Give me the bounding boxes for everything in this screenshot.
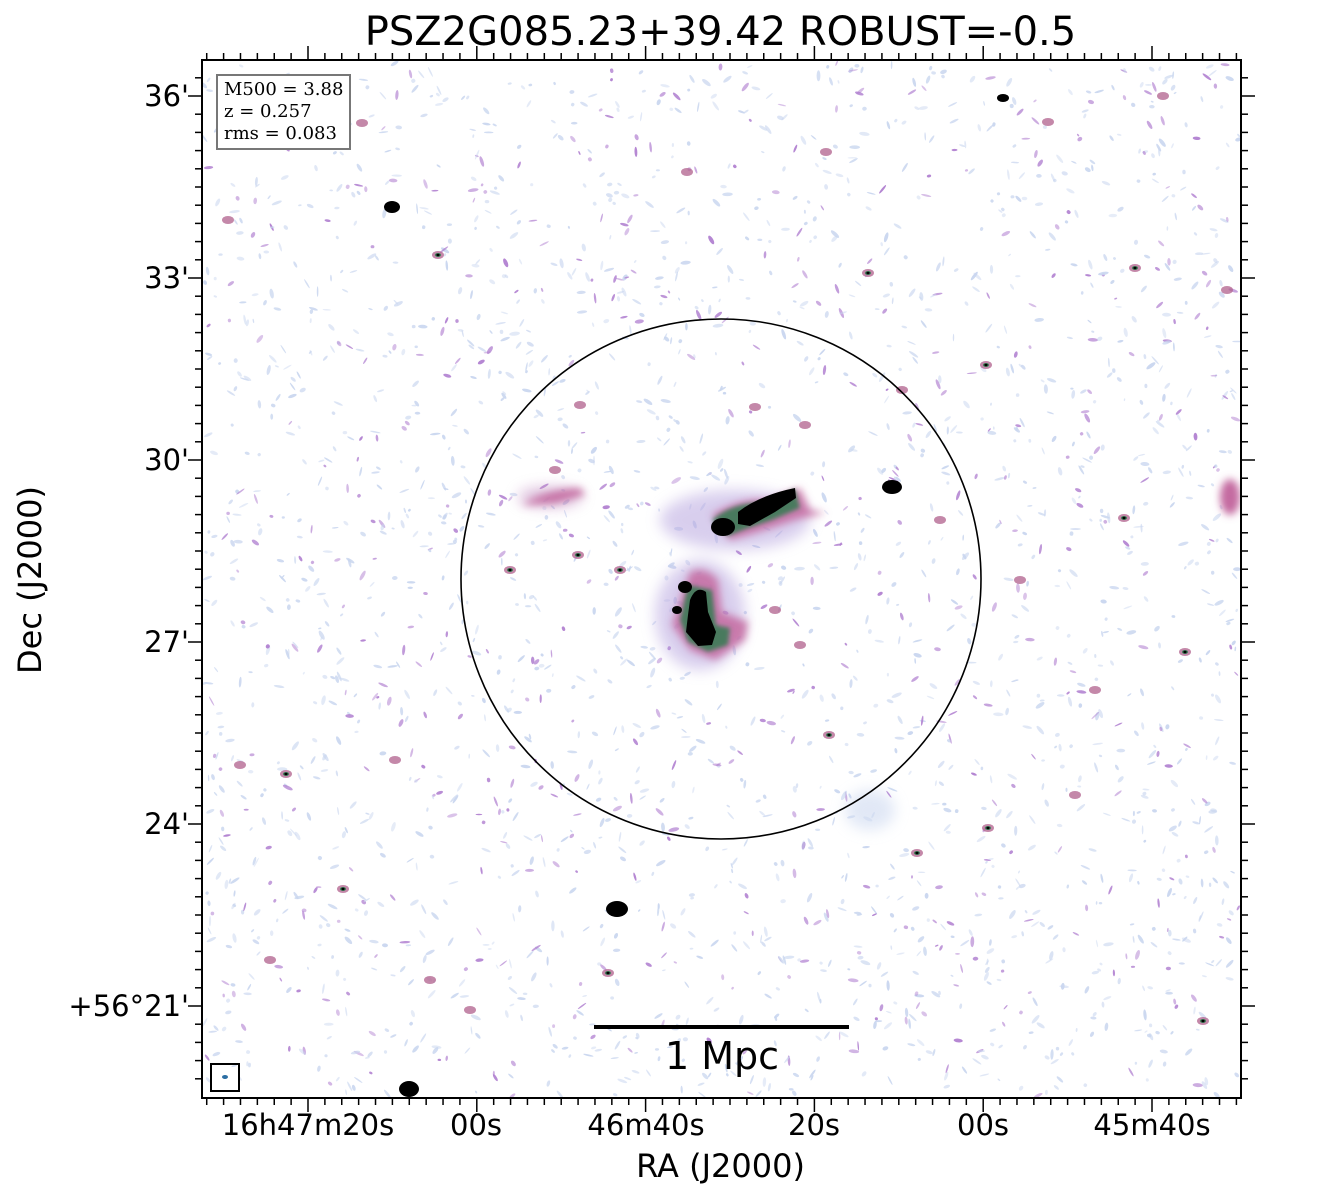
x-tick-label: 20s	[787, 1108, 841, 1142]
mass-label: M500 = 3.88	[224, 79, 344, 100]
plot-title: PSZ2G085.23+39.42 ROBUST=-0.5	[364, 9, 1077, 55]
redshift-label: z = 0.257	[224, 101, 312, 122]
point-sources	[222, 92, 1233, 1025]
y-tick-label: 36'	[144, 79, 189, 113]
x-axis-label: RA (J2000)	[636, 1147, 805, 1185]
rms-label: rms = 0.083	[224, 123, 337, 144]
x-tick-label: 45m40s	[1093, 1108, 1211, 1142]
bright-emission	[384, 94, 1009, 1097]
x-tick-label: 46m40s	[587, 1108, 705, 1142]
y-axis-label: Dec (J2000)	[11, 486, 49, 674]
y-tick-label: 33'	[144, 261, 189, 295]
axis-ticks	[188, 46, 1255, 1112]
x-tick-label: 00s	[956, 1108, 1010, 1142]
beam-marker	[210, 1063, 240, 1092]
x-tick-label: 16h47m20s	[221, 1108, 395, 1142]
cluster-info-box: M500 = 3.88 z = 0.257 rms = 0.083	[216, 74, 352, 150]
y-tick-label: 30'	[144, 443, 189, 477]
x-tick-label: 00s	[449, 1108, 503, 1142]
r500-circle	[460, 318, 982, 840]
y-tick-label: 24'	[144, 807, 189, 841]
y-tick-label: 27'	[144, 625, 189, 659]
scale-bar-label: 1 Mpc	[664, 1034, 780, 1078]
y-tick-label: +56°21'	[68, 989, 189, 1023]
plot-frame	[201, 59, 1242, 1099]
